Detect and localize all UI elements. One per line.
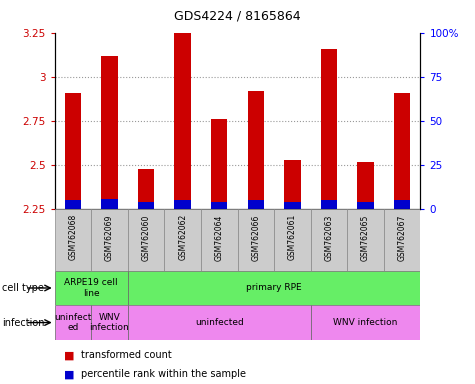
Text: primary RPE: primary RPE [246,283,302,293]
Bar [211,119,228,209]
Text: GSM762063: GSM762063 [324,214,333,261]
Bar [384,209,420,271]
Text: ARPE19 cell
line: ARPE19 cell line [65,278,118,298]
Bar [91,209,128,271]
Bar [357,162,374,209]
Bar [238,209,274,271]
Text: GDS4224 / 8165864: GDS4224 / 8165864 [174,10,301,23]
Bar [394,200,410,209]
Bar [357,202,374,209]
Text: cell type: cell type [2,283,44,293]
Text: ■: ■ [64,350,75,360]
Text: infection: infection [2,318,45,328]
Bar [101,56,118,209]
Bar [55,271,128,305]
Bar [274,209,311,271]
Text: transformed count: transformed count [81,350,171,360]
Bar [311,305,420,340]
Bar [128,271,420,305]
Bar [211,202,228,209]
Bar [394,93,410,209]
Text: uninfect
ed: uninfect ed [54,313,92,332]
Text: WNV infection: WNV infection [333,318,398,327]
Bar [91,305,128,340]
Bar [138,169,154,209]
Bar [247,91,264,209]
Bar [65,93,81,209]
Text: GSM762069: GSM762069 [105,214,114,261]
Bar [55,209,91,271]
Bar [201,209,238,271]
Bar [164,209,201,271]
Bar [174,200,191,209]
Bar [138,202,154,209]
Text: GSM762060: GSM762060 [142,214,151,261]
Bar [101,199,118,209]
Bar [321,200,337,209]
Bar [128,305,311,340]
Bar [65,200,81,209]
Bar [55,305,91,340]
Bar [174,29,191,209]
Text: WNV
infection: WNV infection [90,313,129,332]
Bar [247,200,264,209]
Text: GSM762068: GSM762068 [68,214,77,260]
Text: GSM762064: GSM762064 [215,214,224,261]
Bar [347,209,384,271]
Bar [311,209,347,271]
Bar [128,209,164,271]
Text: GSM762061: GSM762061 [288,214,297,260]
Bar [284,160,301,209]
Text: uninfected: uninfected [195,318,244,327]
Text: GSM762066: GSM762066 [251,214,260,261]
Bar [321,48,337,209]
Text: GSM762065: GSM762065 [361,214,370,261]
Bar [284,202,301,209]
Text: GSM762062: GSM762062 [178,214,187,260]
Text: percentile rank within the sample: percentile rank within the sample [81,369,246,379]
Text: ■: ■ [64,369,75,379]
Text: GSM762067: GSM762067 [398,214,407,261]
